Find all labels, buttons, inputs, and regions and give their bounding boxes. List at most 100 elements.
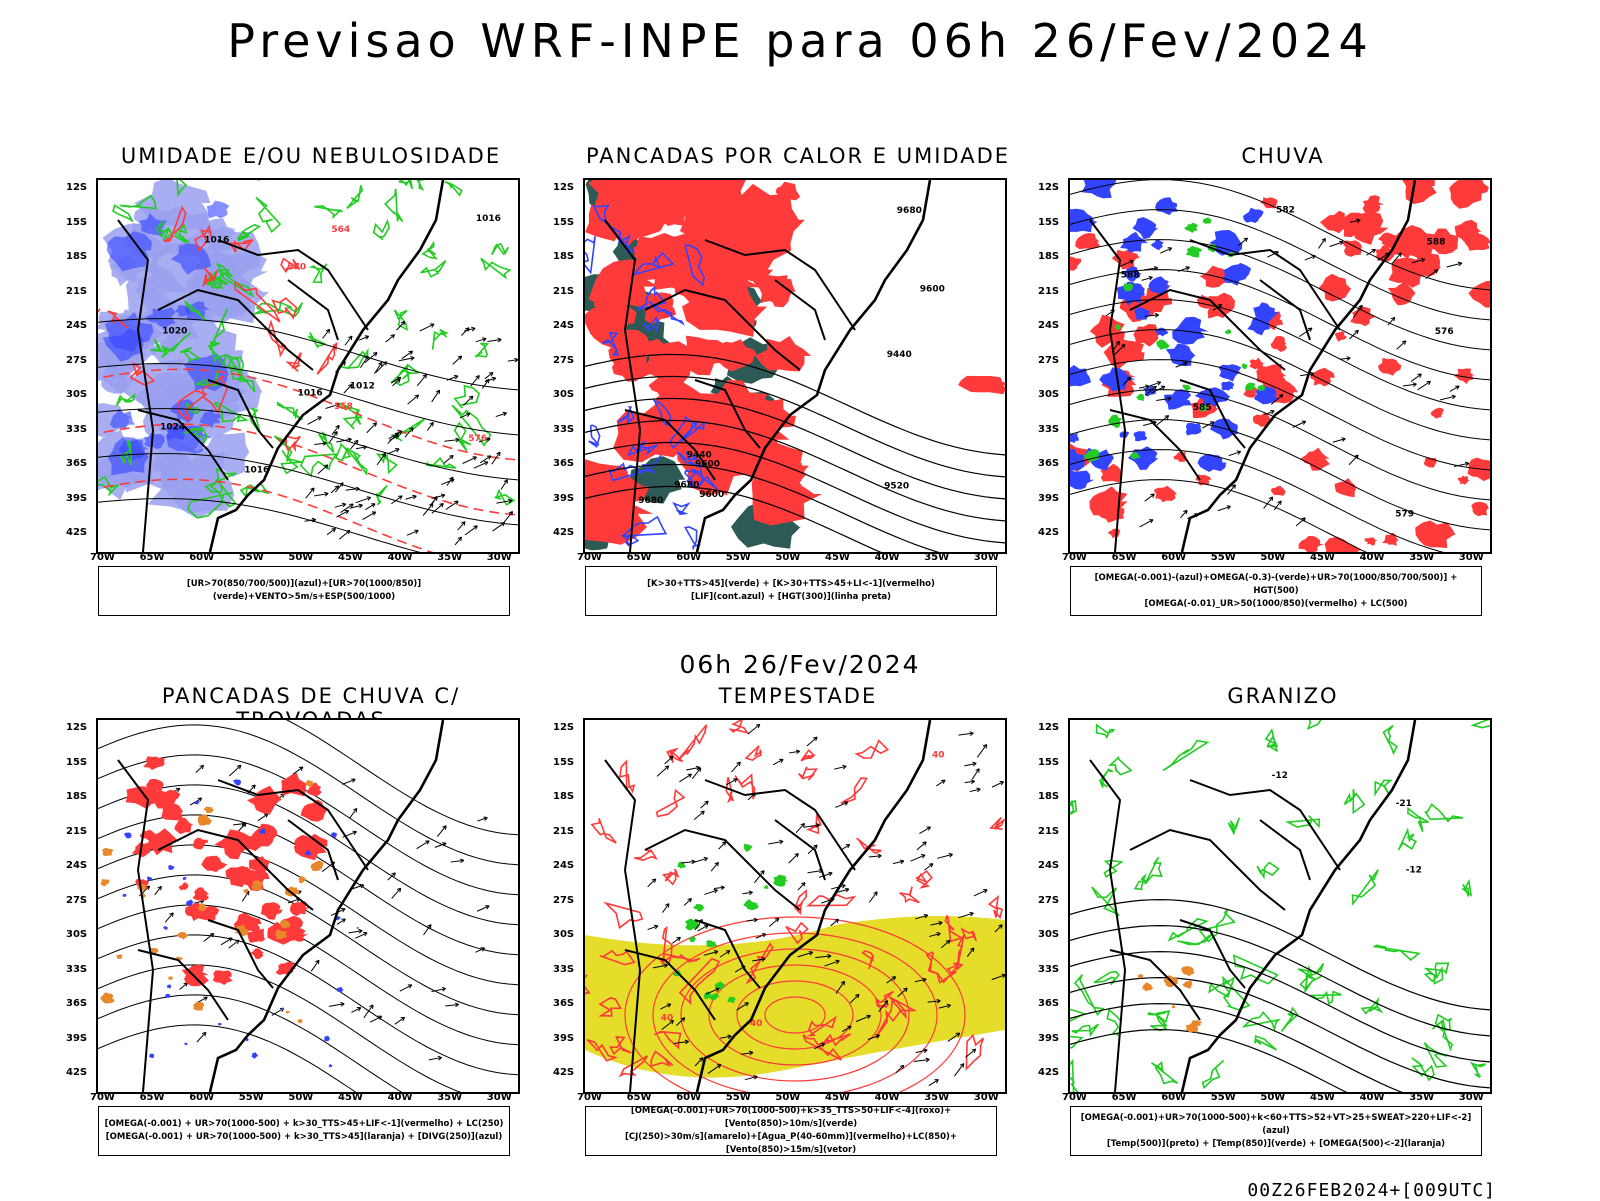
wind850-vector <box>915 913 929 920</box>
wind-vector <box>487 337 502 343</box>
thunder-area <box>751 469 823 526</box>
wind850-vector <box>707 1064 722 1074</box>
streamline-arrow <box>1143 266 1158 271</box>
humidity-lower-contour <box>98 475 119 496</box>
lon-tick-label: 65W <box>1111 552 1137 563</box>
rain-area <box>1153 485 1177 503</box>
hgt500-contour <box>1070 479 1367 552</box>
wind-vector <box>366 422 377 434</box>
temp850-contour <box>1071 1023 1099 1038</box>
wind850-vector <box>797 950 814 958</box>
wind-vector <box>503 511 514 523</box>
wind850-vector <box>849 993 860 1004</box>
streamline-arrow <box>1118 259 1134 268</box>
wind850-vector <box>835 980 846 994</box>
streamline-arrow <box>1138 384 1150 390</box>
rain-area <box>1252 412 1274 427</box>
lon-tick-label: 35W <box>924 552 950 563</box>
precipitable-water-contour <box>888 995 918 1020</box>
temp500-contour <box>1070 1028 1348 1092</box>
precipitable-water-contour <box>678 957 721 1006</box>
streamline-arrow <box>1264 409 1275 416</box>
lon-tick-label: 50W <box>775 1092 801 1103</box>
omega500-area <box>1142 982 1154 992</box>
rain-area <box>1324 536 1362 552</box>
wind-vector <box>322 328 331 339</box>
lat-tick-label: 18S <box>1038 791 1060 802</box>
storm-area <box>306 782 322 797</box>
rain-area <box>1270 335 1287 352</box>
wind-vector <box>373 361 383 375</box>
wind850-vector <box>892 859 905 865</box>
map-panel-5: TEMPESTADE 40 40 40 12S 15S 18S 21S 24S 27S 30S 33S… <box>553 684 1035 1168</box>
wind-vector <box>345 486 360 492</box>
lat-tick-label: 39S <box>66 1032 88 1044</box>
omega-strong-area <box>1202 217 1212 225</box>
lat-tick-label: 21S <box>66 825 88 837</box>
temp850-contour <box>1106 1008 1122 1037</box>
rain-area <box>1075 233 1101 250</box>
streamline-arrow <box>1339 356 1351 361</box>
streamline-arrow <box>450 858 465 864</box>
lon-tick-label: 65W <box>626 1092 652 1103</box>
precipitable-water-contour <box>744 745 763 761</box>
storm-area <box>290 901 310 917</box>
streamline-arrow <box>1227 484 1236 495</box>
temp850-contour <box>1284 815 1321 829</box>
streamline-arrow <box>394 1016 406 1025</box>
wind850-vector <box>965 1048 977 1058</box>
streamline-arrow <box>1417 380 1431 391</box>
wind-vector <box>391 495 403 505</box>
hgt300-contour <box>585 441 1005 544</box>
streamline-arrow <box>355 931 368 939</box>
hgt500-contour <box>1070 299 1490 411</box>
wind-vector <box>391 376 402 384</box>
lat-tick-label: 15S <box>553 216 575 228</box>
humidity-lower-contour <box>176 180 188 198</box>
wind850-vector <box>958 731 974 736</box>
lon-tick-label: 30W <box>1458 1092 1484 1103</box>
hgt-label: 582 <box>1276 205 1295 215</box>
rain-area <box>1402 180 1437 205</box>
map-panel-1: UMIDADE E/OU NEBULOSIDADE 1012 1016 1016 101… <box>66 144 548 628</box>
coastline <box>208 720 445 1092</box>
wind-vector <box>446 375 459 381</box>
wind850-vector <box>947 1032 961 1042</box>
lifted-index-contour <box>648 300 685 326</box>
streamline-arrow <box>1180 509 1188 519</box>
wind-vector <box>334 482 344 493</box>
wind-vector <box>426 421 434 431</box>
map-area: 9680 9600 9680 9680 9600 9600 9520 9440 9440 <box>583 178 1007 554</box>
humidity-upper-area <box>102 328 144 362</box>
precipitable-water-contour <box>725 776 735 804</box>
wind850-vector <box>694 1057 704 1067</box>
lat-tick-label: 24S <box>1038 860 1060 871</box>
temp500-contour <box>1070 1002 1403 1092</box>
streamline-arrow <box>164 912 174 923</box>
thickness-contour <box>316 342 338 375</box>
storm-area <box>131 842 153 858</box>
lon-tick-label: 45W <box>825 1092 850 1103</box>
wind850-vector <box>969 787 981 793</box>
wind-vector <box>334 502 347 508</box>
hgt-label: 588 <box>1427 238 1446 248</box>
humidity-lower-contour <box>179 347 201 362</box>
humidity-lower-contour <box>278 301 304 317</box>
humidity-upper-area <box>139 213 167 237</box>
divergence-area <box>166 984 172 989</box>
streamline-arrow <box>1446 261 1463 268</box>
rain-area <box>1260 197 1279 209</box>
omega-area <box>1247 316 1270 336</box>
country-border <box>704 239 856 331</box>
streamline-arrow <box>1440 394 1456 401</box>
humidity-lower-contour <box>474 342 490 358</box>
legend-line: [OMEGA(-0.01)_UR>50(1000/850)(vermelho) … <box>1144 598 1408 609</box>
thickness-contour <box>202 267 219 288</box>
hgt300-contour <box>585 353 1005 456</box>
humidity-lower-contour <box>276 401 303 421</box>
streamline <box>98 1024 357 1092</box>
wind850-vector <box>725 778 738 786</box>
temp850-contour <box>1073 974 1105 1016</box>
temp850-contour <box>1343 789 1366 815</box>
hgt500-contour <box>1070 419 1490 531</box>
